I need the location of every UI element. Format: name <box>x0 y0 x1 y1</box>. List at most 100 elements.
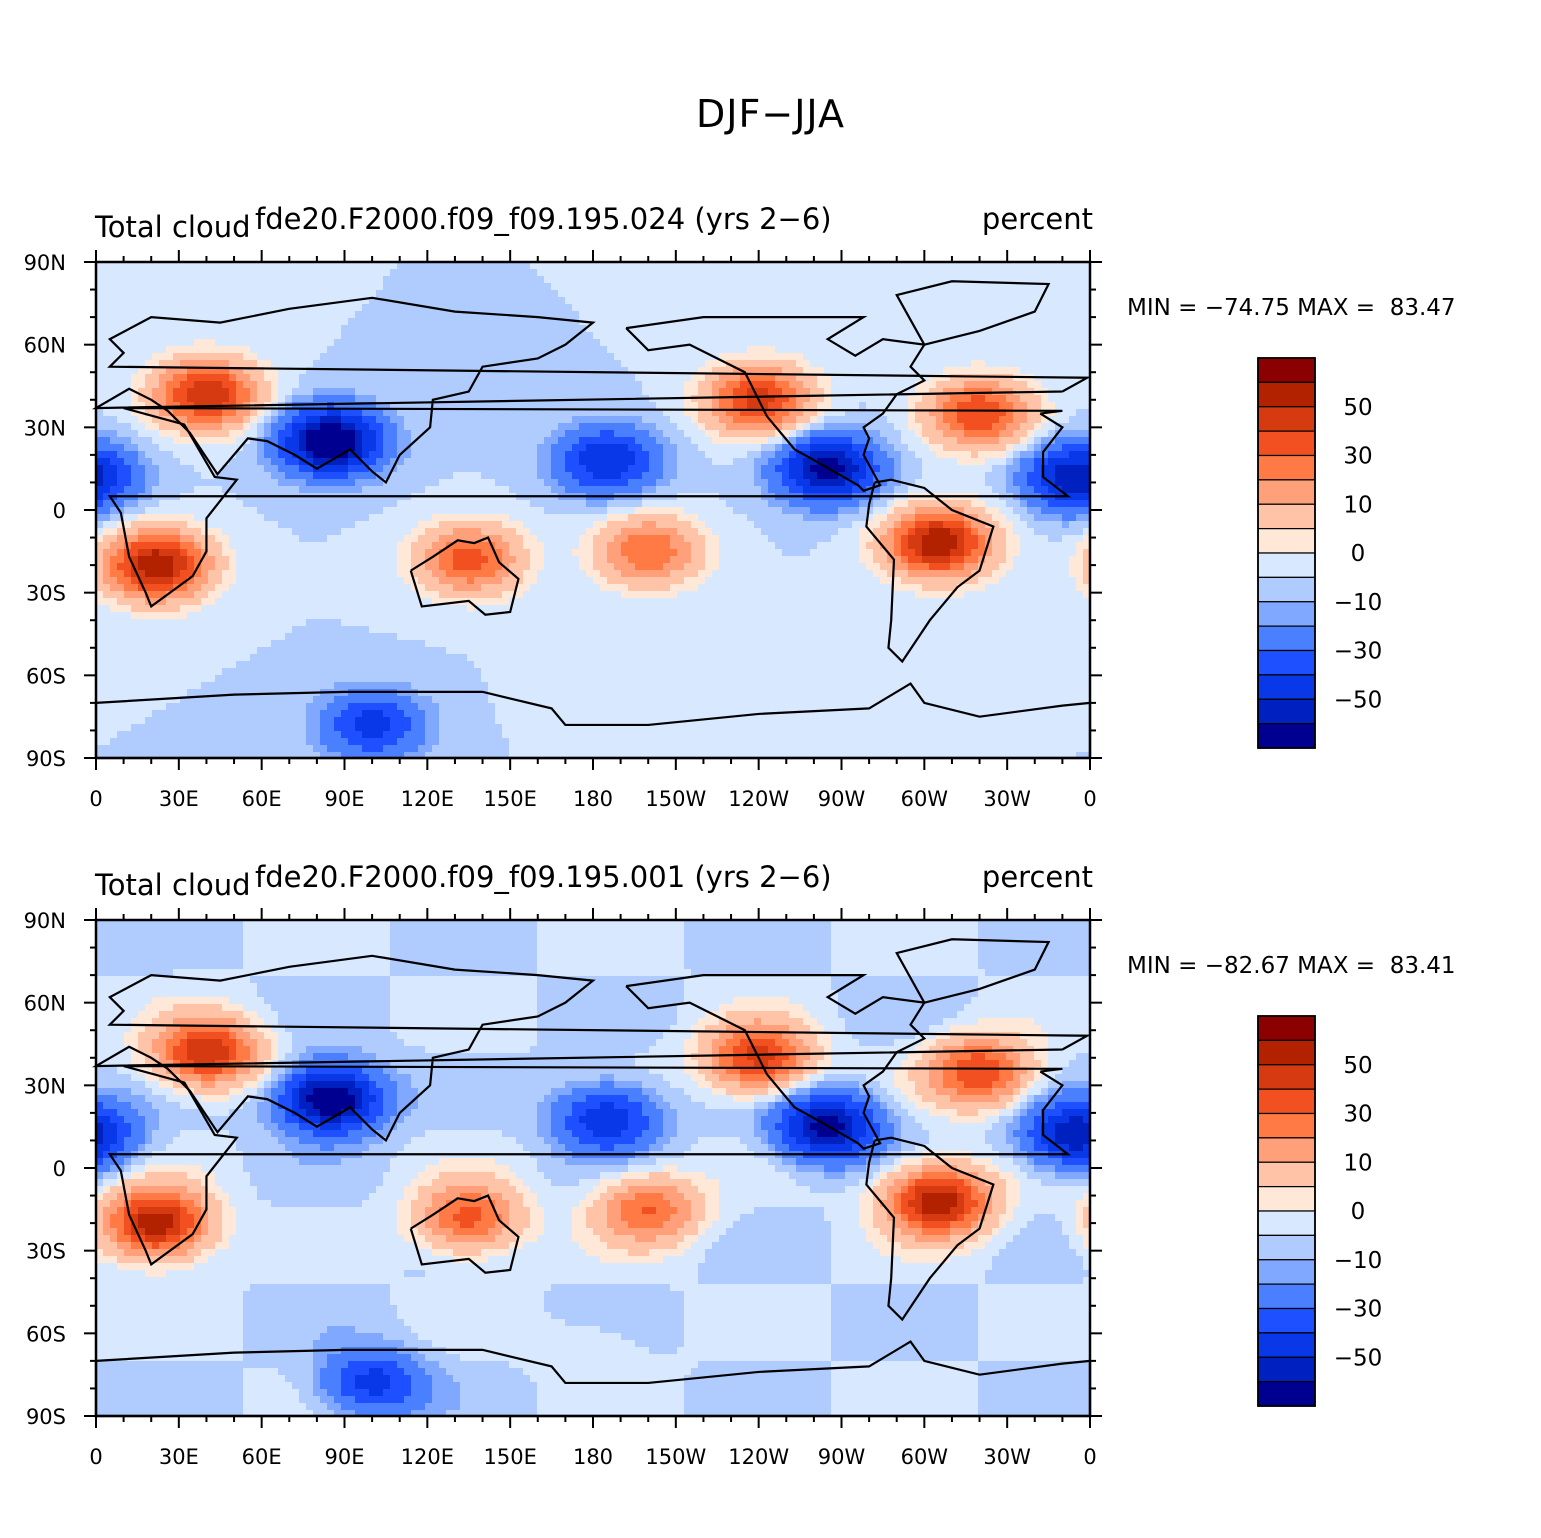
lon-tick-label: 60E <box>242 787 282 811</box>
lat-tick-label: 90S <box>26 1405 66 1429</box>
variable-label: Total cloud <box>95 868 250 902</box>
lon-tick-label: 90E <box>325 787 365 811</box>
lon-tick-label: 180 <box>573 787 613 811</box>
colorbar-swatch <box>1257 479 1316 505</box>
units-label: percent <box>982 202 1093 236</box>
colorbar-swatch <box>1257 674 1316 700</box>
colorbar-swatch <box>1257 1307 1316 1334</box>
colorbar-swatch <box>1257 381 1316 408</box>
lat-tick-label: 60S <box>26 664 66 688</box>
colorbar-tick-label: 30 <box>1343 444 1372 470</box>
colorbar-swatch <box>1257 357 1316 383</box>
lat-tick-label: 0 <box>53 499 66 523</box>
min-max-label: MIN = −74.75 MAX = 83.47 <box>1127 295 1456 321</box>
lat-tick-label: 90N <box>24 251 66 275</box>
colorbar-tick-label: −10 <box>1334 1248 1383 1274</box>
colorbar-swatch <box>1257 1088 1316 1115</box>
colorbar: 50 30 10 0 −10 −30 −50 <box>1257 357 1383 749</box>
colorbar-tick-label: 0 <box>1351 541 1366 567</box>
colorbar-swatch <box>1257 1259 1316 1285</box>
lat-tick-label: 60N <box>24 334 66 358</box>
colorbar-swatch <box>1257 649 1316 676</box>
colorbar: 50 30 10 0 −10 −30 −50 <box>1257 1015 1383 1407</box>
colorbar-swatch <box>1257 625 1316 652</box>
lon-tick-label: 150W <box>645 787 706 811</box>
colorbar-swatch <box>1257 1186 1316 1212</box>
colorbar-swatch <box>1257 503 1316 530</box>
colorbar-swatch <box>1257 430 1316 457</box>
lat-tick-label: 90S <box>26 747 66 771</box>
contour-field <box>96 262 1091 759</box>
lat-tick-label: 90N <box>24 909 66 933</box>
colorbar-tick-label: 10 <box>1343 492 1372 518</box>
axis-ticks <box>84 908 1102 1428</box>
colorbar-tick-label: −30 <box>1334 639 1383 665</box>
contour-map: 90N 60N 30N 0 30S 60S 90S 0 30E 60E 90E 120E 150E 180… <box>24 908 1383 1469</box>
lat-tick-label: 30S <box>26 1240 66 1264</box>
colorbar-swatch <box>1257 1234 1316 1261</box>
lon-tick-label: 60W <box>901 787 949 811</box>
lat-tick-label: 60N <box>24 992 66 1016</box>
colorbar-swatch <box>1257 1283 1316 1310</box>
lon-tick-label: 90W <box>818 1445 866 1469</box>
lon-tick-label: 90E <box>325 1445 365 1469</box>
lon-tick-label: 150E <box>483 787 536 811</box>
colorbar-swatch <box>1257 698 1316 725</box>
colorbar-swatch <box>1257 1210 1316 1236</box>
lon-tick-label: 60W <box>901 1445 949 1469</box>
lon-tick-label: 0 <box>89 787 102 811</box>
colorbar-swatch <box>1257 576 1316 603</box>
lat-tick-label: 30N <box>24 1074 66 1098</box>
lon-tick-label: 120W <box>728 1445 789 1469</box>
colorbar-swatch <box>1257 1039 1316 1066</box>
lon-tick-label: 120W <box>728 787 789 811</box>
colorbar-swatch <box>1257 1015 1316 1041</box>
colorbar-tick-label: 50 <box>1343 395 1372 421</box>
colorbar-tick-label: 30 <box>1343 1102 1372 1128</box>
colorbar-swatch <box>1257 1332 1316 1358</box>
colorbar-swatch <box>1257 1137 1316 1163</box>
lon-tick-label: 0 <box>1083 1445 1096 1469</box>
lat-tick-label: 0 <box>53 1157 66 1181</box>
colorbar-tick-label: −30 <box>1334 1297 1383 1323</box>
colorbar-swatch <box>1257 406 1316 432</box>
colorbar-tick-label: 50 <box>1343 1053 1372 1079</box>
colorbar-swatch <box>1257 1381 1316 1407</box>
lon-tick-label: 0 <box>1083 787 1096 811</box>
lon-tick-label: 30W <box>983 1445 1031 1469</box>
lon-tick-label: 150E <box>483 1445 536 1469</box>
case-label: fde20.F2000.f09_f09.195.024 (yrs 2−6) <box>255 202 945 236</box>
colorbar-swatch <box>1257 601 1316 627</box>
colorbar-swatch <box>1257 552 1316 578</box>
map-panel-top: Total cloud fde20.F2000.f09_f09.195.024 … <box>0 200 1541 840</box>
lat-tick-label: 30N <box>24 416 66 440</box>
lon-tick-label: 30E <box>159 787 199 811</box>
colorbar-tick-label: −10 <box>1334 590 1383 616</box>
lon-tick-label: 120E <box>401 1445 454 1469</box>
colorbar-swatch <box>1257 1112 1316 1139</box>
lon-tick-label: 60E <box>242 1445 282 1469</box>
lon-tick-label: 180 <box>573 1445 613 1469</box>
colorbar-swatch <box>1257 723 1316 749</box>
colorbar-tick-label: −50 <box>1334 1345 1383 1371</box>
figure-title: DJF−JJA <box>0 92 1541 136</box>
lon-tick-label: 30E <box>159 1445 199 1469</box>
lon-tick-label: 0 <box>89 1445 102 1469</box>
lat-tick-label: 60S <box>26 1322 66 1346</box>
case-label: fde20.F2000.f09_f09.195.001 (yrs 2−6) <box>255 860 945 894</box>
lon-tick-label: 120E <box>401 787 454 811</box>
map-panel-bottom: Total cloud fde20.F2000.f09_f09.195.001 … <box>0 858 1541 1498</box>
min-max-label: MIN = −82.67 MAX = 83.41 <box>1127 953 1456 979</box>
contour-field <box>96 920 1091 1417</box>
lat-tick-label: 30S <box>26 582 66 606</box>
lon-tick-label: 30W <box>983 787 1031 811</box>
units-label: percent <box>982 860 1093 894</box>
variable-label: Total cloud <box>95 210 250 244</box>
colorbar-tick-label: −50 <box>1334 687 1383 713</box>
colorbar-swatch <box>1257 454 1316 481</box>
contour-map: 90N 60N 30N 0 30S 60S 90S 0 30E 60E 90E 120E 150E 180… <box>24 250 1383 811</box>
colorbar-swatch <box>1257 528 1316 554</box>
axis-ticks <box>84 250 1102 770</box>
colorbar-swatch <box>1257 1161 1316 1188</box>
colorbar-tick-label: 0 <box>1351 1199 1366 1225</box>
